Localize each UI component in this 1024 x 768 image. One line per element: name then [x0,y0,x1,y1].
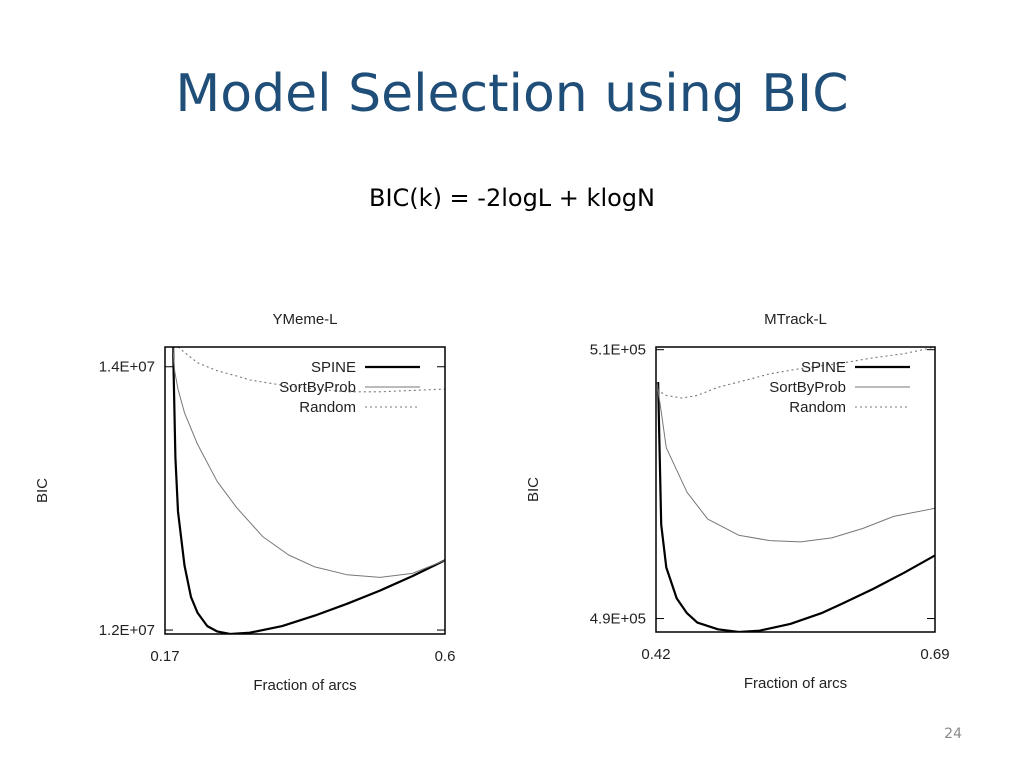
plot-frame [655,346,936,633]
chart-title: YMeme-L [272,311,337,328]
y-axis-label: BIC [34,478,51,503]
y-axis-label: BIC [525,477,542,502]
y-tick-label: 1.4E+07 [99,359,155,376]
x-axis-label: Fraction of arcs [744,675,847,692]
legend-label: Random [299,399,356,416]
series-line-sortbyprob [656,381,935,543]
series-line-spine [172,347,445,634]
legend-label: SPINE [311,359,356,376]
y-tick-label: 4.9E+05 [590,611,646,628]
x-tick-label: 0.42 [641,646,670,663]
legend-label: Random [789,399,846,416]
series-line-random [656,347,935,399]
series-line-spine [657,381,935,632]
series-line-random [177,347,445,393]
bic-formula: BIC(k) = -2logL + klogN [369,184,655,212]
plot-frame [164,346,446,635]
x-axis-label: Fraction of arcs [253,677,356,694]
x-tick-label: 0.6 [435,648,456,665]
chart-0: YMeme-L Fraction of arcs BIC 1.4E+07 1.2E+07… [34,311,455,694]
chart-title: MTrack-L [764,311,827,328]
y-tick-label: 5.1E+05 [590,342,646,359]
y-tick-label: 1.2E+07 [99,622,155,639]
legend-label: SortByProb [279,379,356,396]
legend-label: SortByProb [769,379,846,396]
chart-1: MTrack-L Fraction of arcs BIC 5.1E+05 4.9E+0… [525,311,950,692]
legend-label: SPINE [801,359,846,376]
x-tick-label: 0.17 [150,648,179,665]
x-tick-label: 0.69 [920,646,949,663]
series-line-sortbyprob [172,347,445,578]
page-number: 24 [944,726,962,742]
slide-title: Model Selection using BIC [175,64,849,124]
